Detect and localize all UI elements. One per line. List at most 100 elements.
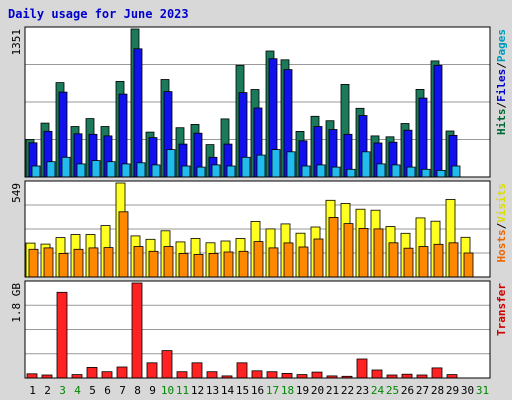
x-tick-label-day-11: 11 [176, 384, 189, 397]
bar-pages-day-6 [106, 161, 116, 178]
bar-pages-day-29 [451, 165, 461, 178]
chart-title: Daily usage for June 2023 [8, 7, 189, 21]
bar-transfer-day-28 [431, 367, 443, 379]
bar-hosts-day-16 [253, 241, 264, 278]
bar-hosts-day-21 [328, 216, 339, 278]
bar-hosts-day-19 [298, 246, 309, 278]
panel-transfer-ymax-label: 1.8 GB [10, 283, 23, 323]
x-tick-label-day-20: 20 [311, 384, 324, 397]
bar-files-day-27 [418, 97, 428, 178]
panel-visits-border [24, 180, 491, 278]
bar-pages-day-2 [46, 161, 56, 178]
bar-hosts-day-20 [313, 238, 324, 278]
legend-traffic-part-4: Pages [495, 29, 508, 62]
bar-hosts-day-8 [133, 246, 144, 278]
bar-pages-day-18 [286, 151, 296, 178]
bar-pages-day-1 [31, 165, 41, 178]
panel-transfer-legend: Transfer [495, 283, 508, 336]
bar-pages-day-10 [166, 149, 176, 178]
bar-pages-day-24 [376, 163, 386, 178]
bar-hosts-day-23 [358, 227, 369, 278]
bar-transfer-day-12 [191, 362, 203, 379]
x-tick-label-day-21: 21 [326, 384, 339, 397]
x-tick-label-day-24: 24 [371, 384, 385, 397]
bar-transfer-day-18 [281, 372, 293, 379]
x-tick-label-day-5: 5 [89, 384, 96, 397]
x-tick-label-day-29: 29 [446, 384, 459, 397]
bar-transfer-day-26 [401, 373, 413, 379]
bar-hosts-day-2 [43, 247, 54, 278]
legend-transfer-part-0: Transfer [495, 283, 508, 336]
bar-hosts-day-14 [223, 251, 234, 278]
bar-hosts-day-22 [343, 223, 354, 278]
x-tick-label-day-17: 17 [266, 384, 279, 397]
bar-pages-day-13 [211, 164, 221, 178]
bar-hosts-day-9 [148, 250, 159, 278]
bar-pages-day-4 [76, 163, 86, 178]
bar-hosts-day-28 [433, 243, 444, 278]
x-tick-label-day-23: 23 [356, 384, 369, 397]
bar-pages-day-20 [316, 164, 326, 178]
bar-pages-day-17 [271, 149, 281, 178]
bar-hosts-day-3 [58, 252, 69, 278]
bar-pages-day-23 [361, 151, 371, 178]
legend-traffic-part-0: Hits [495, 109, 508, 136]
bar-pages-day-16 [256, 154, 266, 178]
panel-visits-legend: Hosts/Visits [495, 183, 508, 263]
panel-traffic-legend: Hits/Files/Pages [495, 29, 508, 135]
bar-pages-day-27 [421, 168, 431, 178]
bar-hosts-day-24 [373, 228, 384, 278]
panel-transfer-border [24, 280, 491, 379]
bar-hosts-day-1 [28, 248, 39, 278]
x-tick-label-day-10: 10 [161, 384, 174, 397]
bar-transfer-day-24 [371, 369, 383, 379]
legend-traffic-part-3: / [495, 62, 508, 69]
bar-pages-day-14 [226, 165, 236, 178]
x-tick-label-day-25: 25 [386, 384, 399, 397]
bar-transfer-day-8 [131, 282, 143, 379]
x-tick-label-day-9: 9 [149, 384, 156, 397]
bar-hosts-day-13 [208, 252, 219, 278]
bar-transfer-day-4 [71, 374, 83, 379]
bar-pages-day-21 [331, 166, 341, 178]
bar-transfer-day-6 [101, 371, 113, 379]
bar-files-day-8 [133, 48, 143, 178]
x-tick-label-day-6: 6 [104, 384, 111, 397]
bar-transfer-day-23 [356, 358, 368, 379]
x-tick-label-day-1: 1 [29, 384, 36, 397]
bar-hosts-day-27 [418, 246, 429, 278]
bar-hosts-day-25 [388, 242, 399, 278]
x-tick-label-day-27: 27 [416, 384, 429, 397]
bar-hosts-day-11 [178, 252, 189, 278]
bar-hosts-day-15 [238, 250, 249, 278]
bar-pages-day-15 [241, 156, 251, 178]
bar-pages-day-19 [301, 165, 311, 178]
legend-visits-part-1: / [495, 222, 508, 229]
panel-traffic-ymax-label: 1351 [10, 29, 23, 56]
x-tick-label-day-3: 3 [59, 384, 66, 397]
bar-transfer-day-7 [116, 366, 128, 379]
bar-hosts-day-10 [163, 246, 174, 278]
bar-pages-day-5 [91, 160, 101, 178]
bar-pages-day-11 [181, 165, 191, 178]
bar-hosts-day-7 [118, 211, 129, 278]
bar-hosts-day-4 [73, 248, 84, 278]
panel-visits-ymax-label: 549 [10, 183, 23, 203]
bar-hosts-day-6 [103, 247, 114, 278]
x-tick-label-day-19: 19 [296, 384, 309, 397]
bar-hosts-day-17 [268, 247, 279, 278]
x-tick-label-day-8: 8 [134, 384, 141, 397]
bar-transfer-day-1 [26, 373, 38, 379]
x-tick-label-day-15: 15 [236, 384, 249, 397]
bar-pages-day-9 [151, 164, 161, 178]
bar-transfer-day-5 [86, 366, 98, 379]
x-tick-label-day-13: 13 [206, 384, 219, 397]
bar-transfer-day-20 [311, 371, 323, 379]
bar-transfer-day-16 [251, 370, 263, 379]
bar-files-day-28 [433, 64, 443, 178]
panel-traffic-border [24, 26, 491, 178]
x-tick-label-day-12: 12 [191, 384, 204, 397]
bar-transfer-day-9 [146, 362, 158, 379]
